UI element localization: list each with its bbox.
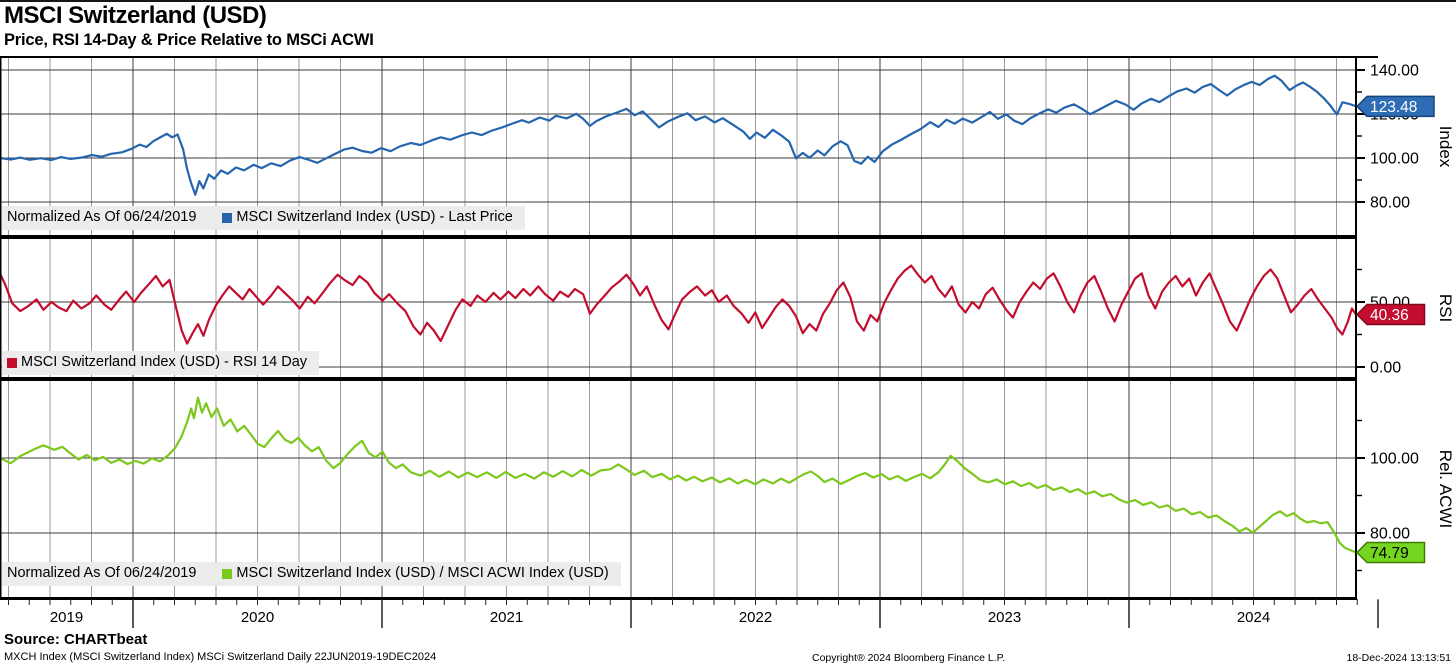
rsi-line (0, 264, 1356, 345)
y-tick-label: 80.00 (1370, 526, 1410, 543)
y-tick-label: 140.00 (1370, 63, 1419, 80)
rsi-last-value-label: 40.36 (1370, 307, 1409, 324)
relative-axis-title: Rel. ACWI (1436, 450, 1455, 528)
y-tick-label: 0.00 (1370, 360, 1401, 377)
x-year-label: 2019 (50, 609, 83, 626)
x-year-label: 2023 (988, 609, 1021, 626)
rsi-axis-title: RSI (1436, 294, 1455, 322)
y-tick-label: 100.00 (1370, 151, 1419, 168)
chart-header: MSCI Switzerland (USD) Price, RSI 14-Day… (4, 2, 374, 50)
x-year-label: 2020 (241, 609, 274, 626)
x-year-label: 2021 (490, 609, 523, 626)
relative-series-label: MSCI Switzerland Index (USD) / MSCI ACWI… (236, 565, 609, 581)
rsi-last-value-tag (1355, 303, 1426, 326)
price-series-swatch-icon (222, 212, 233, 223)
price-last-value-label: 123.48 (1370, 99, 1417, 116)
legend-rsi[interactable]: MSCI Switzerland Index (USD) - RSI 14 Da… (2, 351, 320, 376)
price-line (0, 74, 1356, 196)
copyright-label: Copyright® 2024 Bloomberg Finance L.P. (812, 652, 1006, 664)
normalized-note: Normalized As Of 06/24/2019 (7, 209, 197, 225)
source-label: Source: CHARTbeat (4, 631, 148, 648)
security-meta: MXCH Index (MSCI Switzerland Index) MSCi… (4, 651, 437, 663)
relative-series-swatch-icon (222, 568, 233, 579)
x-year-label: 2022 (739, 609, 772, 626)
price-axis-title: Index (1436, 126, 1455, 168)
window-top-border (0, 0, 1456, 2)
page-title: MSCI Switzerland (USD) (4, 2, 267, 29)
timestamp-label: 18-Dec-2024 13:13:51 (1346, 652, 1452, 664)
y-tick-label: 80.00 (1370, 195, 1410, 212)
page-subtitle: Price, RSI 14-Day & Price Relative to MS… (4, 30, 374, 49)
x-year-label: 2024 (1237, 609, 1270, 626)
chart-footer: Source: CHARTbeat MXCH Index (MSCI Switz… (0, 630, 1456, 666)
price-series-label: MSCI Switzerland Index (USD) - Last Pric… (236, 209, 513, 225)
rsi-series-swatch-icon (7, 357, 17, 368)
normalized-note: Normalized As Of 06/24/2019 (7, 565, 197, 581)
y-tick-label: 100.00 (1370, 451, 1419, 468)
price-last-value-tag (1355, 95, 1435, 118)
relative-last-value-tag (1355, 541, 1426, 564)
rsi-series-label: MSCI Switzerland Index (USD) - RSI 14 Da… (21, 354, 308, 370)
legend-price[interactable]: Normalized As Of 06/24/2019 MSCI Switzer… (2, 206, 525, 231)
relative-line (0, 396, 1356, 554)
relative-last-value-label: 74.79 (1370, 545, 1409, 562)
legend-relative[interactable]: Normalized As Of 06/24/2019 MSCI Switzer… (2, 562, 621, 587)
